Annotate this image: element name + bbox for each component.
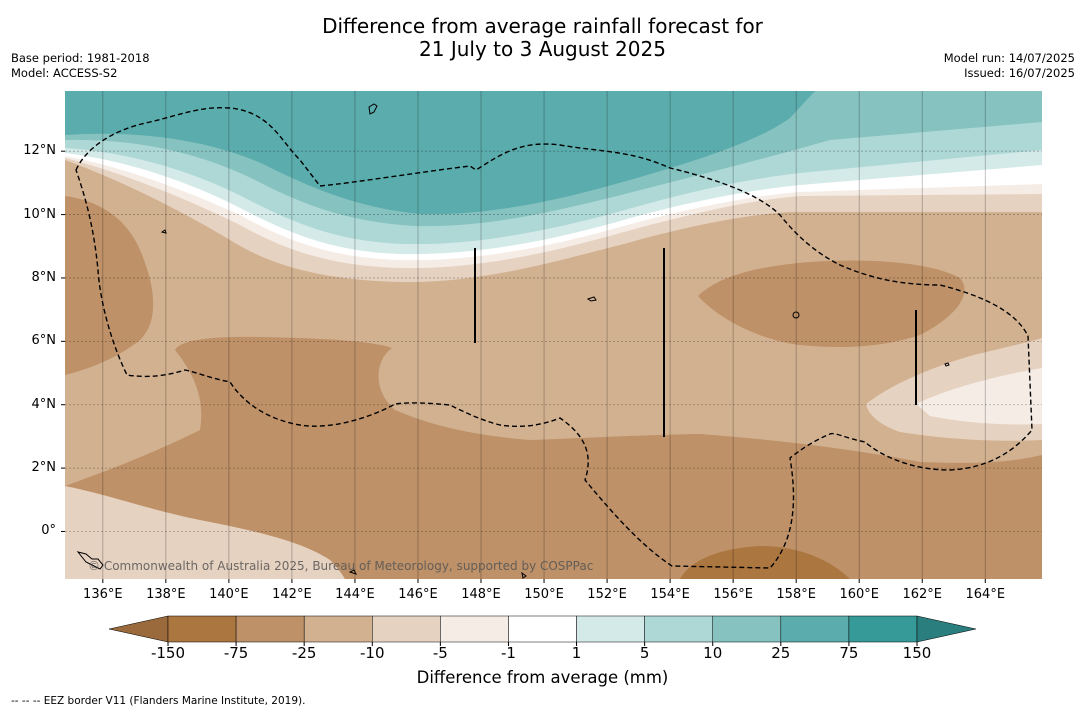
lon-label: 164°E xyxy=(965,587,1006,602)
lon-label: 150°E xyxy=(524,587,564,602)
lat-label: 2°N xyxy=(31,460,57,476)
graticule xyxy=(65,91,1042,579)
anomaly-patch-southwest-light xyxy=(65,486,345,579)
colorbar-tick-label: 150 xyxy=(902,644,932,662)
colorbar-bin xyxy=(576,615,645,643)
colorbar-bin xyxy=(440,615,509,643)
colorbar-bin xyxy=(780,615,850,643)
colorbar xyxy=(108,615,977,646)
colorbar-bin xyxy=(644,615,713,643)
colorbar-tick-label: -25 xyxy=(291,644,317,662)
lat-label: 0° xyxy=(41,523,56,539)
anomaly-patch-west xyxy=(65,196,154,375)
colorbar-tick-label: 5 xyxy=(639,644,650,662)
colorbar-tick-label: -10 xyxy=(360,644,385,662)
anomaly-patch-east-lighter xyxy=(916,368,1042,425)
lon-label: 146°E xyxy=(398,587,438,602)
colorbar-tick-label: -150 xyxy=(150,644,186,662)
lon-label: 162°E xyxy=(902,587,942,602)
map-panel: © Commonwealth of Australia 2025, Bureau… xyxy=(65,91,1042,579)
lat-label: 8°N xyxy=(31,269,57,285)
model-run: Model run: 14/07/2025 xyxy=(943,51,1075,65)
colorbar-bins xyxy=(167,615,918,643)
colorbar-title: Difference from average (mm) xyxy=(416,668,669,687)
colorbar-bin xyxy=(712,615,782,643)
eez-footnote: -- -- -- EEZ border V11 (Flanders Marine… xyxy=(11,695,306,707)
lon-label: 154°E xyxy=(650,587,690,602)
lon-label: 148°E xyxy=(461,587,501,602)
colorbar-tick-label: -5 xyxy=(432,644,448,662)
lon-label: 158°E xyxy=(776,587,816,602)
colorbar-tick-label: 75 xyxy=(839,644,859,662)
anomaly-patch-strong-dry xyxy=(680,546,850,579)
lat-label: 10°N xyxy=(23,206,56,222)
colorbar-tick-label: -75 xyxy=(223,644,249,662)
colorbar-extend-high xyxy=(916,615,977,643)
colorbar-tick-label: -1 xyxy=(500,644,516,662)
base-period: Base period: 1981-2018 xyxy=(11,51,150,65)
anomaly-patch-east xyxy=(698,260,965,347)
colorbar-bin xyxy=(848,615,918,643)
lon-label: 156°E xyxy=(713,587,753,602)
lon-label: 152°E xyxy=(587,587,627,602)
islands xyxy=(76,103,950,579)
colorbar-bin xyxy=(235,615,305,643)
colorbar-bin xyxy=(303,615,373,643)
copyright-notice: © Commonwealth of Australia 2025, Bureau… xyxy=(88,559,593,573)
colorbar-tick-label: 1 xyxy=(571,644,582,662)
issued-date: Issued: 16/07/2025 xyxy=(964,66,1075,80)
axis-ticks xyxy=(61,150,986,583)
eez-border xyxy=(75,107,1033,569)
colorbar-bin xyxy=(167,615,237,643)
lon-label: 140°E xyxy=(209,587,249,602)
lon-label: 144°E xyxy=(335,587,375,602)
colorbar-tick-label: 10 xyxy=(703,644,723,662)
anomaly-band-25-to-75 xyxy=(65,91,815,215)
colorbar-tick-label: 25 xyxy=(771,644,791,662)
anomaly-patch-central-south xyxy=(65,336,1042,579)
lon-label: 138°E xyxy=(146,587,186,602)
colorbar-bin xyxy=(508,615,577,643)
lon-label: 136°E xyxy=(83,587,123,602)
colorbar-extend-low xyxy=(108,615,169,643)
lon-label: 160°E xyxy=(839,587,879,602)
map-title-line2: 21 July to 3 August 2025 xyxy=(419,37,666,61)
lat-label: 6°N xyxy=(31,333,57,349)
lon-label: 142°E xyxy=(272,587,312,602)
lat-label: 12°N xyxy=(23,143,56,159)
lat-label: 4°N xyxy=(31,396,57,412)
colorbar-bin xyxy=(372,615,441,643)
model-name: Model: ACCESS-S2 xyxy=(11,66,118,80)
map-title-line1: Difference from average rainfall forecas… xyxy=(322,14,763,38)
